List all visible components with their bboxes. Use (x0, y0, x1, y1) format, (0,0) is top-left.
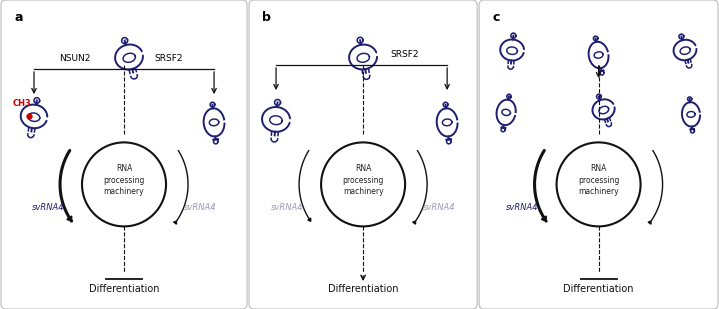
Text: SRSF2: SRSF2 (155, 54, 183, 63)
Text: RNA
processing
machinery: RNA processing machinery (578, 164, 619, 196)
Text: RNA
processing
machinery: RNA processing machinery (104, 164, 145, 196)
Text: svRNA4: svRNA4 (506, 203, 539, 212)
Text: b: b (262, 11, 271, 24)
Text: svRNA4: svRNA4 (423, 203, 455, 212)
Text: svRNA4: svRNA4 (271, 203, 303, 212)
Polygon shape (413, 221, 416, 224)
Circle shape (557, 142, 641, 226)
Text: Differentiation: Differentiation (328, 284, 398, 294)
Polygon shape (173, 221, 176, 224)
Text: SRSF2: SRSF2 (391, 50, 419, 59)
Text: Differentiation: Differentiation (563, 284, 634, 294)
Polygon shape (67, 216, 72, 221)
Text: CH3: CH3 (13, 99, 32, 108)
Circle shape (82, 142, 166, 226)
Polygon shape (541, 216, 546, 221)
Polygon shape (648, 221, 651, 224)
Text: Differentiation: Differentiation (88, 284, 160, 294)
FancyBboxPatch shape (1, 0, 247, 309)
Circle shape (321, 142, 405, 226)
Text: a: a (14, 11, 22, 24)
Text: svRNA4: svRNA4 (32, 203, 64, 212)
Text: RNA
processing
machinery: RNA processing machinery (342, 164, 384, 196)
Text: svRNA4: svRNA4 (184, 203, 216, 212)
FancyBboxPatch shape (249, 0, 477, 309)
Text: c: c (492, 11, 500, 24)
FancyBboxPatch shape (479, 0, 718, 309)
Text: NSUN2: NSUN2 (59, 54, 90, 63)
Polygon shape (308, 218, 311, 221)
